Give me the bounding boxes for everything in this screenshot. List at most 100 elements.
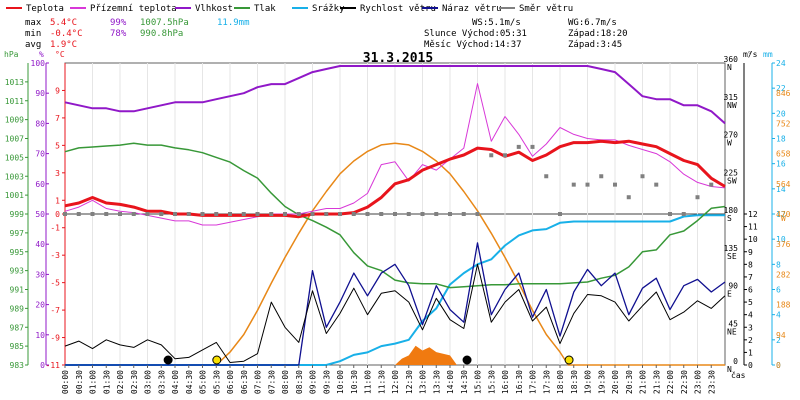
x-tick-label: 11:30 <box>377 370 386 394</box>
x-tick-label: 01:30 <box>102 370 111 394</box>
x-tick-label: 12:00 <box>391 370 400 394</box>
temperature-tick-label: 7 <box>55 114 60 123</box>
x-tick-label: 09:00 <box>309 370 318 394</box>
temperature-tick-label: -9 <box>50 334 60 343</box>
stats-min-label: min <box>25 29 41 39</box>
direction-tick-label: 270 <box>724 131 739 140</box>
compass-label: S <box>727 214 732 223</box>
x-tick-label: 05:00 <box>199 370 208 394</box>
temperature-tick-label: 9 <box>55 86 60 95</box>
wind-tick-label: 2 <box>748 336 753 345</box>
legend-label: Vlhkost <box>195 4 233 14</box>
temperature-tick-label: 1 <box>55 196 60 205</box>
wind-direction-point <box>681 212 686 216</box>
wind-direction-point <box>489 153 494 158</box>
rain-tick-label: 12 <box>776 210 786 219</box>
compass-label: N <box>727 63 732 72</box>
wind-direction-point <box>104 212 109 216</box>
stats-min-pres: 990.8hPa <box>140 29 183 39</box>
pressure-tick-label: 983 <box>10 361 25 370</box>
humidity-tick-label: 0 <box>40 361 45 370</box>
sun-rise-marker <box>212 355 222 365</box>
moon-rise-marker <box>462 355 472 365</box>
direction-tick-label: 360 <box>724 55 739 64</box>
rain-tick-label: 6 <box>776 286 781 295</box>
solar-tick-label: 846 <box>776 89 791 98</box>
wind-direction-point <box>709 182 714 187</box>
rain-tick-label: 22 <box>776 84 786 93</box>
temperature-tick-label: -7 <box>50 306 60 315</box>
pressure-tick-label: 985 <box>10 342 25 351</box>
temperature-tick-label: -3 <box>50 251 60 260</box>
legend-label: Tlak <box>254 4 276 14</box>
wind-direction-point <box>145 212 150 216</box>
info-block: WS:5.1m/s WG:6.7m/s Slunce Východ:05:31 … <box>424 18 628 50</box>
compass-label: W <box>727 139 732 148</box>
x-tick-label: 08:00 <box>281 370 290 394</box>
solar-unit: W <box>781 214 786 223</box>
rain-tick-label: 14 <box>776 185 786 194</box>
wind-direction-point <box>241 212 246 216</box>
wind-unit: m/s <box>743 50 758 59</box>
x-tick-label: 15:30 <box>487 370 496 394</box>
stats-block: max 5.4°C 99% 1007.5hPa 11.9mm min -0.4°… <box>25 18 250 50</box>
legend-label: Směr větru <box>519 4 573 14</box>
rain-tick-label: 20 <box>776 109 786 118</box>
x-tick-label: 06:00 <box>226 370 235 394</box>
x-tick-label: 11:00 <box>364 370 373 394</box>
pressure-tick-label: 989 <box>10 304 25 313</box>
x-tick-label: 16:00 <box>501 370 510 394</box>
humidity-tick-label: 70 <box>35 150 45 159</box>
x-tick-label: 03:00 <box>144 370 153 394</box>
stats-max-rain: 11.9mm <box>217 18 250 28</box>
wind-direction-point <box>654 182 659 187</box>
wind-direction-point <box>585 182 590 187</box>
pressure-tick-label: 993 <box>10 267 25 276</box>
direction-tick-label: 0 <box>733 357 738 366</box>
vlhkost-line <box>64 65 726 125</box>
x-tick-label: 23:00 <box>694 370 703 394</box>
wind-direction-point <box>544 174 549 179</box>
info-wg: WG:6.7m/s <box>568 18 617 28</box>
x-tick-label: 19:30 <box>597 370 606 394</box>
info-sun-rise: Slunce Východ:05:31 <box>424 29 527 39</box>
wind-direction-point <box>186 212 191 216</box>
temperature-tick-label: 3 <box>55 169 60 178</box>
x-tick-label: 17:00 <box>529 370 538 394</box>
humidity-tick-label: 30 <box>35 270 45 279</box>
direction-tick-label: 315 <box>724 93 739 102</box>
chart-title: 31.3.2015 <box>363 51 433 66</box>
x-tick-label: 15:00 <box>474 370 483 394</box>
wind-tick-label: 3 <box>748 323 753 332</box>
humidity-unit: % <box>39 50 44 59</box>
x-tick-label: 02:30 <box>130 370 139 394</box>
x-tick-label: 17:30 <box>542 370 551 394</box>
humidity-tick-label: 80 <box>35 119 45 128</box>
wind-direction-point <box>516 144 521 149</box>
direction-unit: ° <box>747 50 752 59</box>
solar-tick-label: 376 <box>776 240 791 249</box>
temperature-tick-label: -1 <box>50 224 60 233</box>
pressure-tick-label: 1009 <box>5 116 24 125</box>
wind-direction-point <box>131 212 136 216</box>
pressure-tick-label: 991 <box>10 286 25 295</box>
stats-max-label: max <box>25 18 42 28</box>
wind-direction-point <box>338 212 342 216</box>
temperature-unit: °C <box>55 50 65 59</box>
stats-max-pres: 1007.5hPa <box>140 18 189 28</box>
x-tick-label: 13:00 <box>419 370 428 394</box>
prizemni-teplota-line <box>64 83 726 226</box>
wind-direction-point <box>255 212 260 216</box>
pressure-tick-label: 1011 <box>5 97 24 106</box>
wind-direction-point <box>310 212 315 216</box>
wind-tick-label: 5 <box>748 298 753 307</box>
x-tick-label: 20:00 <box>611 370 620 394</box>
humidity-tick-label: 40 <box>35 240 45 249</box>
direction-tick-label: 135 <box>724 244 739 253</box>
humidity-tick-label: 20 <box>35 301 45 310</box>
wind-direction-point <box>269 212 274 216</box>
solar-tick-label: 94 <box>776 331 786 340</box>
x-tick-label: 14:30 <box>460 370 469 394</box>
x-tick-label: 23:30 <box>707 370 716 394</box>
wind-direction-point <box>571 182 576 187</box>
